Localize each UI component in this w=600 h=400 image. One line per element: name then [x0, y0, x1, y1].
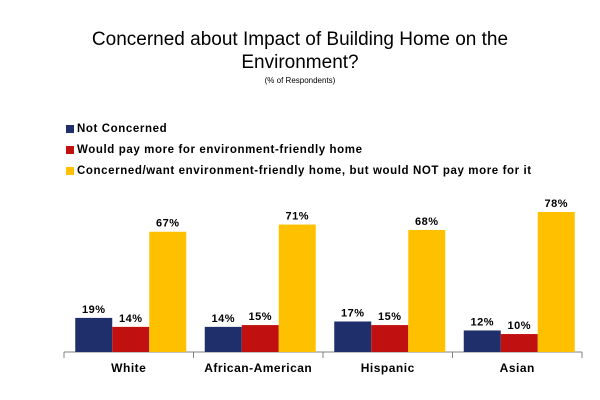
data-label-not-concerned-african-american: 14%: [211, 313, 235, 325]
data-label-not-concerned-hispanic: 17%: [341, 307, 365, 319]
x-tick-label-white: White: [111, 361, 146, 375]
bar-not-concerned-hispanic: [334, 321, 372, 352]
bar-not-concerned-white: [75, 317, 113, 352]
legend-label-would-pay-more: Would pay more for environment-friendly …: [77, 143, 363, 156]
data-label-would-not-pay-more-hispanic: 68%: [415, 216, 439, 228]
data-label-not-concerned-white: 19%: [82, 304, 106, 316]
data-label-would-pay-more-white: 14%: [119, 313, 143, 325]
bar-would-pay-more-asian: [500, 334, 538, 352]
legend-item-not-concerned: Not Concerned: [66, 118, 532, 139]
chart-title-line-1: Concerned about Impact of Building Home …: [91, 29, 509, 73]
chart-subtitle: (% of Respondents): [264, 76, 336, 85]
legend-swatch-would-not-pay-more: [66, 166, 74, 175]
data-label-would-not-pay-more-african-american: 71%: [285, 211, 309, 223]
data-label-would-pay-more-african-american: 15%: [248, 311, 272, 323]
bar-would-not-pay-more-asian: [537, 212, 575, 352]
chart-legend: Not Concerned Would pay more for environ…: [66, 118, 532, 181]
bar-would-not-pay-more-african-american: [278, 224, 316, 352]
x-tick-label-hispanic: Hispanic: [361, 361, 415, 375]
bar-not-concerned-african-american: [204, 326, 242, 352]
bar-would-not-pay-more-hispanic: [408, 229, 446, 352]
legend-swatch-not-concerned: [66, 124, 74, 133]
x-tick-label-asian: Asian: [500, 361, 535, 375]
bar-would-pay-more-hispanic: [371, 325, 409, 352]
x-tick-label-african-american: African-American: [204, 361, 312, 375]
bar-would-pay-more-african-american: [241, 325, 279, 352]
legend-item-would-pay-more: Would pay more for environment-friendly …: [66, 139, 532, 160]
legend-label-would-not-pay-more: Concerned/want environment-friendly home…: [77, 164, 532, 177]
data-label-not-concerned-asian: 12%: [470, 316, 494, 328]
bar-would-not-pay-more-white: [149, 231, 187, 352]
legend-swatch-would-pay-more: [66, 145, 74, 154]
data-label-would-not-pay-more-white: 67%: [156, 218, 180, 230]
bar-would-pay-more-white: [112, 326, 150, 352]
data-label-would-pay-more-asian: 10%: [507, 320, 531, 332]
data-label-would-pay-more-hispanic: 15%: [378, 311, 402, 323]
data-label-would-not-pay-more-asian: 78%: [544, 198, 568, 210]
chart-title: Concerned about Impact of Building Home …: [0, 28, 600, 74]
bar-not-concerned-asian: [463, 330, 501, 352]
legend-item-would-not-pay-more: Concerned/want environment-friendly home…: [66, 160, 532, 181]
legend-label-not-concerned: Not Concerned: [77, 122, 168, 135]
